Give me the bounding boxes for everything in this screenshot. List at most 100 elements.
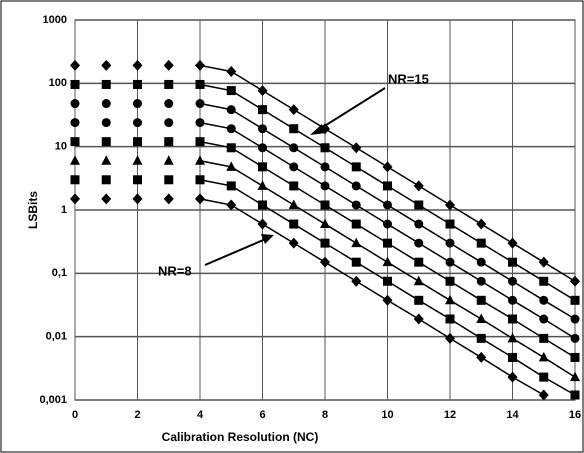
series-line <box>418 318 451 340</box>
marker <box>195 193 205 205</box>
marker <box>258 105 267 115</box>
marker <box>320 200 330 210</box>
series-line <box>480 299 513 320</box>
series-line <box>512 376 545 396</box>
y-tick-label: 100 <box>49 77 67 89</box>
marker <box>476 333 486 343</box>
annotation-arrow <box>204 237 269 266</box>
marker <box>289 124 299 134</box>
series-line <box>199 121 232 130</box>
marker <box>476 295 486 305</box>
series-line <box>480 318 513 340</box>
marker <box>476 218 487 230</box>
marker <box>226 86 236 96</box>
marker <box>383 219 392 229</box>
marker <box>476 313 487 324</box>
series-line <box>418 223 451 244</box>
marker <box>445 276 455 286</box>
marker <box>445 314 455 324</box>
marker <box>414 238 424 248</box>
series-line <box>262 185 295 206</box>
marker <box>258 200 267 210</box>
series-line <box>512 242 545 263</box>
marker <box>445 332 455 344</box>
series-line <box>480 280 513 301</box>
series-line <box>512 261 545 282</box>
series-line <box>387 204 420 225</box>
marker <box>226 161 237 171</box>
y-tick-label: 0,001 <box>39 394 67 406</box>
series-line <box>199 102 232 111</box>
marker <box>382 294 393 306</box>
series-line <box>199 140 232 149</box>
series-line <box>293 109 326 130</box>
series-line <box>293 166 326 187</box>
series-line <box>262 109 295 130</box>
series-line <box>387 280 420 301</box>
marker <box>414 200 424 210</box>
x-tick-label: 10 <box>381 409 393 421</box>
series-line <box>449 204 482 225</box>
series-line <box>199 159 232 168</box>
marker <box>382 161 393 173</box>
marker <box>70 155 80 165</box>
marker <box>508 257 517 267</box>
marker <box>101 193 112 205</box>
series-line <box>543 318 576 340</box>
marker <box>70 193 80 205</box>
marker <box>164 99 174 109</box>
marker <box>101 59 112 71</box>
marker <box>570 333 580 343</box>
series-line <box>387 166 420 187</box>
marker <box>163 59 174 71</box>
marker <box>414 295 424 305</box>
series-line <box>387 261 420 282</box>
marker <box>70 137 80 147</box>
marker <box>289 162 299 172</box>
series-line <box>324 147 357 168</box>
annotation-arrowhead <box>310 124 326 135</box>
marker <box>226 66 237 78</box>
series-line <box>418 261 451 282</box>
marker <box>570 390 580 400</box>
marker <box>70 118 80 128</box>
marker <box>133 79 142 89</box>
marker <box>288 199 299 209</box>
x-tick-label: 6 <box>259 409 265 421</box>
marker <box>351 275 362 287</box>
marker <box>570 371 580 382</box>
marker <box>257 85 268 97</box>
series-line <box>293 147 326 168</box>
marker <box>570 352 580 362</box>
marker <box>288 104 299 116</box>
marker <box>476 276 486 286</box>
marker <box>195 118 205 128</box>
series-line <box>355 147 388 168</box>
x-tick-label: 0 <box>72 409 78 421</box>
x-tick-label: 14 <box>506 409 519 421</box>
marker <box>320 238 330 248</box>
marker <box>70 175 80 185</box>
marker <box>351 219 361 229</box>
series-line <box>512 280 545 301</box>
marker <box>164 79 174 89</box>
marker <box>132 155 143 165</box>
marker <box>258 124 267 134</box>
marker <box>101 79 111 89</box>
series-line <box>230 185 263 206</box>
marker <box>445 294 455 305</box>
x-tick-label: 4 <box>197 409 204 421</box>
series-line <box>355 204 388 225</box>
marker <box>195 175 205 185</box>
marker <box>289 143 299 153</box>
marker <box>538 256 549 268</box>
marker <box>133 99 142 109</box>
annotation-arrowhead <box>261 234 274 244</box>
series-line <box>293 242 326 263</box>
marker <box>351 181 361 191</box>
y-tick-label: 10 <box>55 141 67 153</box>
marker <box>507 237 518 249</box>
marker <box>476 257 486 267</box>
x-tick-label: 8 <box>322 409 328 421</box>
series-line <box>543 261 576 282</box>
